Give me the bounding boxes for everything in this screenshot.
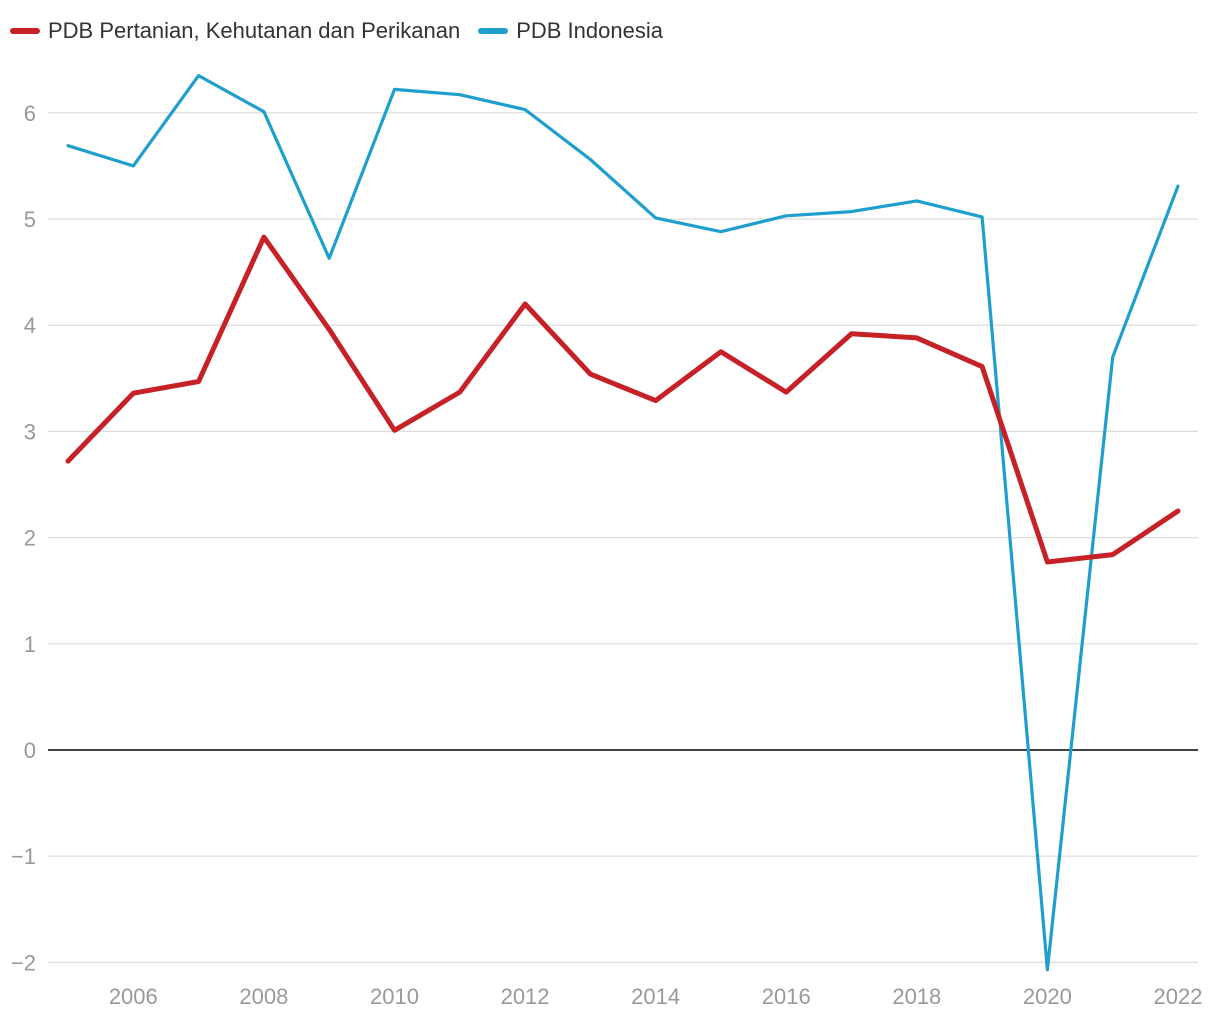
data-point-indonesia[interactable] [64,142,72,150]
data-point-indonesia[interactable] [129,162,137,170]
data-point-agriculture[interactable] [782,388,790,396]
data-point-agriculture[interactable] [1043,558,1051,566]
x-tick-label: 2012 [501,984,550,1009]
data-point-agriculture[interactable] [1109,551,1117,559]
y-tick-label: −1 [11,844,36,869]
data-point-agriculture[interactable] [586,370,594,378]
x-tick-label: 2020 [1023,984,1072,1009]
data-point-indonesia[interactable] [717,228,725,236]
y-tick-label: 3 [24,419,36,444]
y-tick-label: 2 [24,526,36,551]
x-tick-label: 2010 [370,984,419,1009]
data-point-indonesia[interactable] [390,85,398,93]
data-point-indonesia[interactable] [456,91,464,99]
legend-item-indonesia[interactable]: PDB Indonesia [478,18,663,44]
y-tick-label: 0 [24,738,36,763]
data-point-agriculture[interactable] [390,426,398,434]
x-tick-label: 2022 [1154,984,1203,1009]
data-point-agriculture[interactable] [1174,507,1182,515]
data-point-agriculture[interactable] [195,377,203,385]
series-line-indonesia[interactable] [66,73,1180,972]
x-tick-label: 2018 [892,984,941,1009]
data-point-agriculture[interactable] [717,348,725,356]
data-point-indonesia[interactable] [521,106,529,114]
x-tick-label: 2016 [762,984,811,1009]
legend-label-agriculture: PDB Pertanian, Kehutanan dan Perikanan [48,18,461,43]
legend-swatch-indonesia [478,28,509,34]
data-point-indonesia[interactable] [848,208,856,216]
data-point-agriculture[interactable] [325,325,333,333]
y-axis-tick-labels: −2 −1 0 1 2 3 4 5 6 [11,101,36,976]
y-tick-label: −2 [11,950,36,975]
legend-swatch-agriculture [10,28,40,34]
data-point-agriculture[interactable] [848,330,856,338]
x-tick-label: 2014 [631,984,680,1009]
legend-item-agriculture[interactable]: PDB Pertanian, Kehutanan dan Perikanan [10,18,460,44]
data-point-indonesia[interactable] [652,214,660,222]
x-axis-tick-labels: 2006 2008 2010 2012 2014 2016 2018 2020 2022 [109,984,1203,1009]
data-point-indonesia[interactable] [1109,353,1117,361]
data-point-agriculture[interactable] [652,397,660,405]
series-line-agriculture[interactable] [65,234,1181,565]
x-tick-label: 2006 [109,984,158,1009]
data-point-agriculture[interactable] [456,388,464,396]
data-point-indonesia[interactable] [325,254,333,262]
data-point-indonesia[interactable] [913,197,921,205]
data-point-agriculture[interactable] [913,334,921,342]
data-point-indonesia[interactable] [260,108,268,116]
legend: PDB Pertanian, Kehutanan dan Perikanan P… [10,18,663,44]
legend-label-indonesia: PDB Indonesia [516,18,663,43]
data-point-indonesia[interactable] [978,213,986,221]
data-point-indonesia[interactable] [782,212,790,220]
data-point-agriculture[interactable] [129,389,137,397]
data-point-agriculture[interactable] [978,363,986,371]
x-tick-label: 2008 [239,984,288,1009]
data-point-agriculture[interactable] [260,233,268,241]
data-point-indonesia[interactable] [586,156,594,164]
y-tick-label: 5 [24,207,36,232]
data-point-indonesia[interactable] [1043,966,1051,974]
data-point-indonesia[interactable] [1174,182,1182,190]
data-point-indonesia[interactable] [195,72,203,80]
grid-lines [48,112,1198,964]
y-tick-label: 4 [24,313,36,338]
y-tick-label: 1 [24,632,36,657]
series-lines [64,72,1182,974]
data-point-agriculture[interactable] [521,300,529,308]
data-point-agriculture[interactable] [64,457,72,465]
y-tick-label: 6 [24,101,36,126]
